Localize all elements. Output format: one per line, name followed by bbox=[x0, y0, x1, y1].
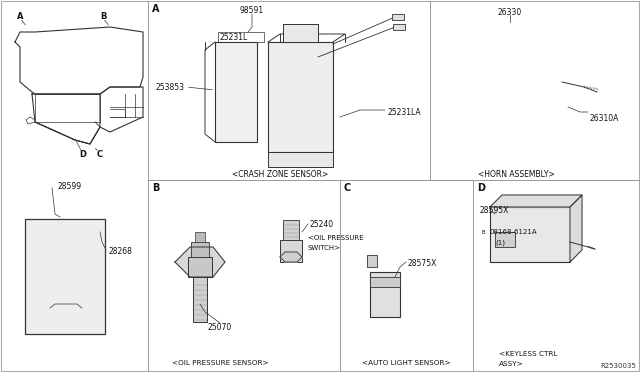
Bar bbox=[268, 42, 333, 152]
Text: <OIL PRESSURE: <OIL PRESSURE bbox=[308, 235, 364, 241]
Ellipse shape bbox=[231, 70, 241, 84]
Ellipse shape bbox=[370, 265, 400, 279]
Ellipse shape bbox=[231, 93, 241, 107]
Text: D: D bbox=[477, 183, 485, 193]
Text: ASSY>: ASSY> bbox=[499, 361, 524, 367]
Circle shape bbox=[240, 145, 250, 155]
Bar bbox=[215, 42, 257, 142]
Circle shape bbox=[498, 238, 502, 242]
Text: D: D bbox=[79, 150, 86, 158]
Circle shape bbox=[111, 28, 125, 42]
Text: <AUTO LIGHT SENSOR>: <AUTO LIGHT SENSOR> bbox=[362, 360, 451, 366]
FancyBboxPatch shape bbox=[31, 241, 99, 269]
Text: <HORN ASSEMBLY>: <HORN ASSEMBLY> bbox=[477, 170, 554, 179]
Bar bbox=[490, 207, 570, 262]
Circle shape bbox=[278, 97, 288, 107]
Text: 28595X: 28595X bbox=[480, 205, 509, 215]
Bar bbox=[280, 240, 302, 262]
Circle shape bbox=[308, 127, 318, 137]
Text: <OIL PRESSURE SENSOR>: <OIL PRESSURE SENSOR> bbox=[172, 360, 268, 366]
Text: 28575X: 28575X bbox=[408, 260, 437, 269]
Circle shape bbox=[458, 25, 562, 129]
FancyBboxPatch shape bbox=[31, 296, 99, 321]
Text: 28599: 28599 bbox=[57, 182, 81, 190]
Bar bbox=[370, 272, 400, 317]
Circle shape bbox=[57, 211, 73, 227]
Text: 28268: 28268 bbox=[108, 247, 132, 257]
Polygon shape bbox=[490, 195, 582, 207]
Circle shape bbox=[308, 67, 318, 77]
Text: 25231LA: 25231LA bbox=[388, 108, 422, 116]
Bar bbox=[283, 24, 318, 42]
Text: A: A bbox=[17, 12, 23, 20]
Text: 98591: 98591 bbox=[240, 6, 264, 15]
Text: 26310A: 26310A bbox=[590, 113, 620, 122]
Text: C: C bbox=[344, 183, 351, 193]
Circle shape bbox=[40, 28, 54, 42]
Ellipse shape bbox=[294, 113, 302, 127]
Bar bbox=[193, 277, 207, 322]
Bar bbox=[370, 277, 400, 287]
Text: 25070: 25070 bbox=[208, 323, 232, 331]
FancyBboxPatch shape bbox=[31, 269, 99, 295]
Bar bbox=[495, 232, 515, 247]
FancyBboxPatch shape bbox=[39, 318, 91, 334]
Text: 25231L: 25231L bbox=[220, 32, 248, 42]
Text: 08168-6121A: 08168-6121A bbox=[490, 229, 538, 235]
Polygon shape bbox=[570, 195, 582, 262]
Circle shape bbox=[33, 21, 61, 49]
Circle shape bbox=[500, 67, 520, 87]
Circle shape bbox=[308, 97, 318, 107]
Text: R2530035: R2530035 bbox=[600, 363, 636, 369]
Bar bbox=[283, 220, 299, 240]
Bar bbox=[393, 24, 405, 30]
Bar bbox=[188, 257, 212, 277]
Polygon shape bbox=[280, 252, 302, 262]
Text: <KEYLESS CTRL: <KEYLESS CTRL bbox=[499, 351, 557, 357]
Text: (1): (1) bbox=[495, 240, 505, 246]
Ellipse shape bbox=[294, 83, 302, 97]
Text: B: B bbox=[152, 183, 159, 193]
Bar bbox=[191, 242, 209, 257]
Circle shape bbox=[220, 145, 230, 155]
Text: B: B bbox=[481, 230, 485, 234]
Text: 253853: 253853 bbox=[156, 83, 185, 92]
Bar bbox=[195, 232, 205, 242]
Circle shape bbox=[503, 238, 507, 242]
Text: <CRASH ZONE SENSOR>: <CRASH ZONE SENSOR> bbox=[232, 170, 328, 179]
Text: 25240: 25240 bbox=[310, 219, 334, 228]
Circle shape bbox=[296, 29, 304, 37]
Circle shape bbox=[278, 67, 288, 77]
Bar bbox=[392, 14, 404, 20]
Ellipse shape bbox=[231, 50, 241, 64]
Bar bbox=[442, 31, 456, 59]
Circle shape bbox=[278, 127, 288, 137]
Bar bbox=[367, 255, 377, 267]
Bar bbox=[268, 152, 333, 167]
Ellipse shape bbox=[370, 312, 400, 322]
Bar bbox=[25, 219, 105, 334]
Text: SWITCH>: SWITCH> bbox=[308, 245, 341, 251]
Bar bbox=[438, 59, 460, 95]
Bar bbox=[218, 32, 264, 42]
Text: B: B bbox=[100, 12, 106, 20]
Polygon shape bbox=[175, 247, 225, 277]
Text: 26330: 26330 bbox=[498, 7, 522, 16]
Circle shape bbox=[104, 21, 132, 49]
Text: C: C bbox=[97, 150, 103, 158]
Text: A: A bbox=[152, 4, 159, 14]
Circle shape bbox=[508, 238, 512, 242]
Ellipse shape bbox=[231, 115, 241, 129]
